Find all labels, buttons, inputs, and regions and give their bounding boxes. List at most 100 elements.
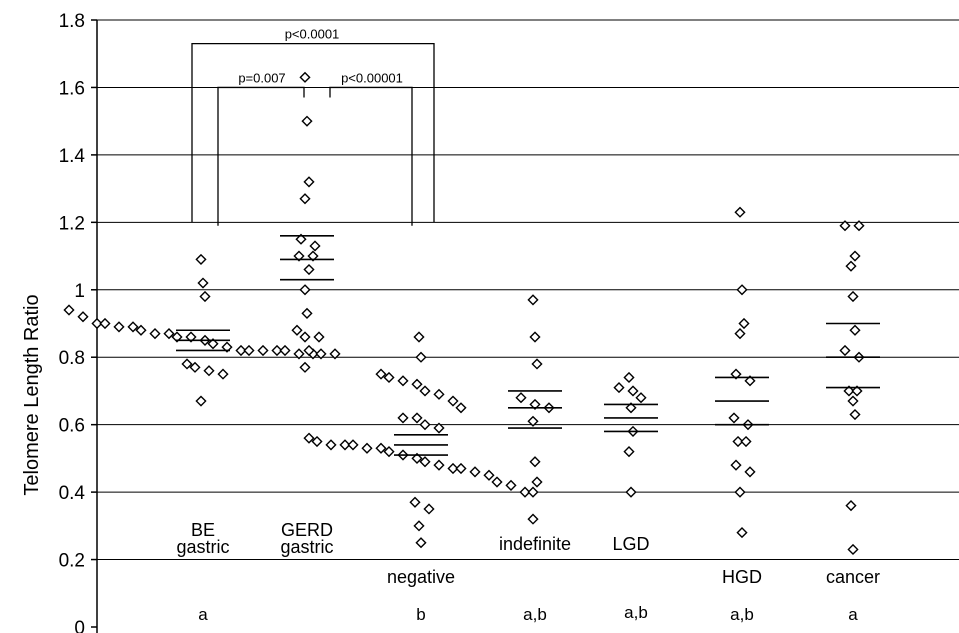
data-point [113, 321, 125, 333]
data-point [185, 331, 197, 343]
group-4 [604, 371, 658, 498]
data-point [527, 486, 539, 498]
y-tick-label: 0 [74, 618, 85, 633]
data-point [613, 381, 625, 394]
data-point [149, 328, 161, 340]
data-point [217, 368, 229, 380]
data-point [243, 344, 255, 357]
data-point [849, 324, 861, 336]
data-point [307, 250, 319, 262]
data-point [303, 176, 315, 188]
data-point [311, 435, 323, 448]
data-point [730, 459, 742, 471]
data-point [163, 328, 175, 340]
significance-group-letter: b [416, 605, 425, 624]
data-point [339, 439, 351, 451]
data-point [299, 193, 311, 205]
data-point [447, 462, 459, 475]
data-point [303, 432, 315, 444]
data-point [91, 317, 103, 330]
p-value-label: p<0.0001 [285, 27, 340, 42]
category-label: negative [387, 567, 455, 587]
group-0 [63, 253, 341, 407]
data-point [625, 402, 637, 414]
data-point [847, 290, 859, 303]
data-point [491, 476, 503, 488]
data-point [744, 466, 756, 478]
group-2 [303, 331, 539, 549]
category-label: HGD [722, 567, 762, 587]
data-point [529, 398, 541, 411]
group-3 [508, 294, 562, 525]
data-point [221, 341, 233, 353]
y-tick-label: 0.6 [59, 416, 85, 437]
data-point [845, 500, 857, 512]
data-point [853, 220, 865, 232]
data-point [313, 331, 325, 343]
significance-group-letter: a [198, 605, 208, 624]
data-point [329, 348, 341, 360]
category-labels: BEgastricaGERDgastricnegativebindefinite… [176, 520, 880, 624]
data-point [419, 456, 431, 468]
p-value-label: p=0.007 [238, 70, 285, 85]
group-5 [715, 206, 769, 539]
y-tick-label: 1.8 [59, 11, 85, 32]
data-point [635, 392, 647, 404]
data-point [455, 462, 467, 475]
data-point [529, 456, 541, 468]
data-point [189, 361, 201, 373]
significance-bracket [191, 42, 435, 223]
data-point [847, 543, 859, 556]
data-point [199, 290, 211, 303]
category-label: indefinite [499, 534, 571, 554]
data-point [197, 277, 209, 289]
data-point [736, 284, 748, 296]
category-label: BE [191, 520, 215, 540]
y-axis-label: Telomere Length Ratio [21, 294, 43, 495]
data-point [740, 435, 752, 448]
data-point [447, 395, 459, 407]
data-point [135, 324, 147, 336]
data-point [127, 321, 139, 333]
data-point [279, 344, 291, 357]
data-point [397, 412, 409, 424]
category-label: LGD [612, 534, 649, 554]
data-point [375, 368, 387, 380]
data-point [732, 435, 744, 448]
data-point [527, 513, 539, 525]
y-tick-label: 1.2 [59, 213, 85, 234]
data-point [415, 537, 427, 549]
data-point [301, 115, 313, 127]
data-point [207, 338, 219, 350]
category-label-line2: gastric [176, 537, 229, 557]
data-point [423, 503, 435, 515]
significance-bracket [329, 86, 413, 226]
data-point [295, 233, 307, 245]
data-point [531, 476, 543, 488]
data-point [419, 385, 431, 397]
data-point [413, 520, 425, 532]
data-point [531, 358, 543, 370]
data-point [325, 439, 337, 451]
data-point [625, 486, 637, 498]
data-point [291, 324, 303, 336]
data-point [529, 331, 541, 343]
data-point [738, 317, 750, 330]
data-point [77, 311, 89, 323]
significance-group-letter: a,b [730, 605, 754, 624]
data-point [527, 415, 539, 427]
data-point [383, 371, 395, 384]
data-point [271, 344, 283, 357]
data-point [433, 422, 445, 434]
data-point [483, 469, 495, 481]
data-point [203, 365, 215, 377]
data-point [847, 395, 859, 407]
y-tick-label: 1.6 [59, 78, 85, 99]
significance-group-letter: a,b [624, 603, 648, 622]
data-point [527, 294, 539, 306]
data-point [181, 358, 193, 370]
group-6 [826, 220, 880, 556]
data-point [309, 240, 321, 252]
y-tick-label: 0.2 [59, 551, 85, 572]
data-point [415, 351, 427, 363]
